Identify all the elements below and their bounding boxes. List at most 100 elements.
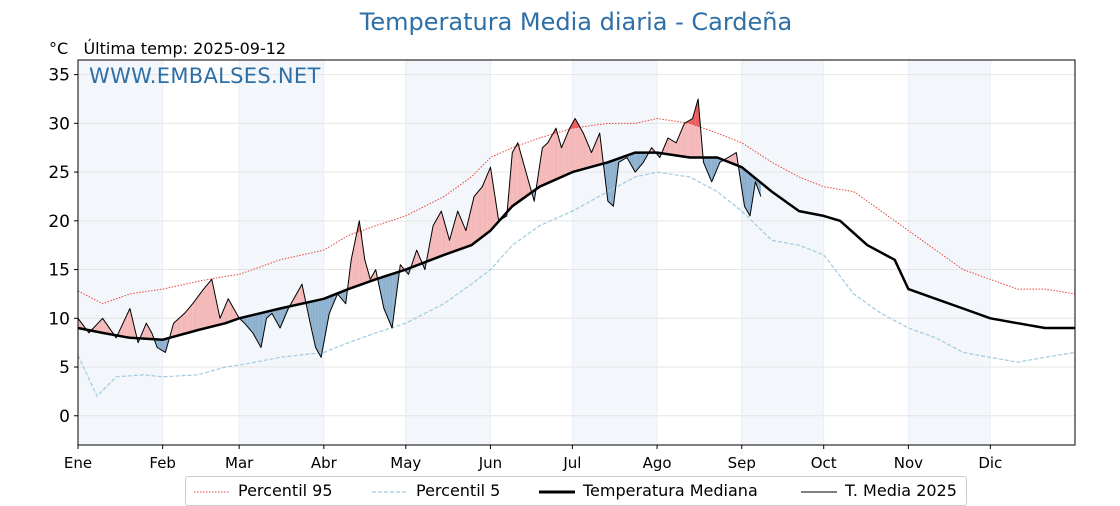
x-tick-label: Feb <box>149 454 176 472</box>
series-line-p5 <box>77 171 1076 398</box>
below-median-fill <box>310 301 313 336</box>
month-band <box>741 60 824 445</box>
below-median-fill <box>381 276 384 309</box>
above-median-fill <box>108 326 111 335</box>
x-tick-label: Jul <box>562 454 581 472</box>
above-median-fill <box>577 123 581 171</box>
below-median-fill <box>637 152 641 169</box>
above-median-fill <box>484 173 488 235</box>
above-median-fill <box>580 128 584 170</box>
above-median-fill <box>173 320 177 337</box>
legend: Percentil 95 Percentil 5 Temperatura Med… <box>185 476 967 506</box>
below-median-fill <box>706 157 709 176</box>
above-median-fill <box>353 233 357 288</box>
below-median-fill <box>613 159 617 207</box>
legend-label-p95: Percentil 95 <box>238 481 333 500</box>
below-median-fill <box>326 296 330 329</box>
below-median-fill <box>629 153 633 168</box>
watermark: WWW.EMBALSES.NET <box>89 64 321 88</box>
legend-label-2025: T. Media 2025 <box>845 481 957 500</box>
legend-label-p5: Percentil 5 <box>416 481 501 500</box>
above-median-fill <box>454 211 458 252</box>
above-median-fill <box>124 314 128 338</box>
above-median-fill <box>493 185 496 228</box>
above-median-fill <box>441 211 445 256</box>
below-median-fill <box>635 152 638 173</box>
above-median-fill <box>222 305 226 324</box>
x-tick-label: Dic <box>978 454 1002 472</box>
above-median-fill <box>569 123 573 174</box>
below-median-fill <box>610 160 614 207</box>
above-median-fill <box>566 128 570 175</box>
legend-label-median: Temperatura Mediana <box>583 481 758 500</box>
x-tick-label: Jun <box>478 454 502 472</box>
above-median-fill <box>181 313 185 335</box>
above-median-fill <box>564 134 567 176</box>
above-median-fill <box>149 328 152 340</box>
above-median-fill <box>233 308 237 321</box>
below-median-fill <box>329 295 333 314</box>
above-median-fill <box>687 120 690 158</box>
above-median-fill <box>413 250 417 267</box>
x-tick-label: Nov <box>894 454 923 472</box>
below-median-fill <box>312 300 316 348</box>
last-temp-label: Última temp: 2025-09-12 <box>83 39 287 58</box>
above-median-fill <box>176 318 180 336</box>
above-median-fill <box>520 152 524 201</box>
above-median-fill <box>525 172 529 197</box>
above-median-fill <box>465 219 469 248</box>
below-median-fill <box>607 161 611 204</box>
x-tick-label: Sep <box>728 454 756 472</box>
below-median-fill <box>250 315 253 333</box>
y-tick-label: 30 <box>48 114 70 134</box>
below-median-fill <box>277 308 281 329</box>
below-median-fill <box>247 315 251 330</box>
above-median-fill <box>449 230 453 253</box>
month-band <box>572 60 658 445</box>
above-median-fill <box>198 292 201 330</box>
above-median-fill <box>435 215 439 259</box>
x-axis: Ene Feb Mar Abr May Jun Jul Ago Sep Oct Nov Dic <box>64 445 1002 472</box>
x-tick-label: Abr <box>311 454 338 472</box>
y-tick-label: 35 <box>48 66 70 86</box>
below-median-fill <box>315 300 319 353</box>
above-median-fill <box>121 320 125 337</box>
above-median-fill <box>596 133 600 166</box>
above-median-fill <box>220 311 223 325</box>
series-lines <box>77 98 1076 398</box>
above-median-fill <box>430 225 434 261</box>
below-median-fill <box>747 171 750 216</box>
above-median-fill <box>195 296 199 331</box>
above-median-fill <box>433 220 436 260</box>
above-median-fill <box>192 300 196 332</box>
above-median-fill <box>214 292 218 326</box>
above-median-fill <box>460 217 464 250</box>
above-median-fill <box>129 308 133 338</box>
y-tick-label: 20 <box>48 212 70 232</box>
above-median-fill <box>293 293 297 306</box>
above-median-fill <box>209 279 212 328</box>
above-median-fill <box>373 269 376 281</box>
below-median-fill <box>383 275 387 316</box>
above-median-fill <box>550 133 554 182</box>
series-line-2025 <box>77 98 762 358</box>
x-tick-label: Ene <box>64 454 92 472</box>
above-median-fill <box>678 129 682 157</box>
above-median-fill <box>143 323 147 339</box>
below-median-fill <box>386 274 390 322</box>
above-median-fill <box>515 142 518 205</box>
y-axis: 0 5 10 15 20 25 30 35 <box>48 66 78 427</box>
above-median-fill <box>228 298 231 323</box>
x-tick-label: May <box>390 454 421 472</box>
below-median-fill <box>159 339 163 351</box>
below-median-fill <box>261 312 264 348</box>
below-median-fill <box>266 311 270 319</box>
above-median-fill <box>78 318 81 329</box>
above-median-fill <box>299 284 302 305</box>
above-median-fill <box>189 303 193 333</box>
above-median-fill <box>668 137 671 155</box>
month-band <box>908 60 991 445</box>
above-median-fill <box>684 121 688 158</box>
below-median-fill <box>274 309 278 324</box>
below-median-fill <box>741 167 745 207</box>
